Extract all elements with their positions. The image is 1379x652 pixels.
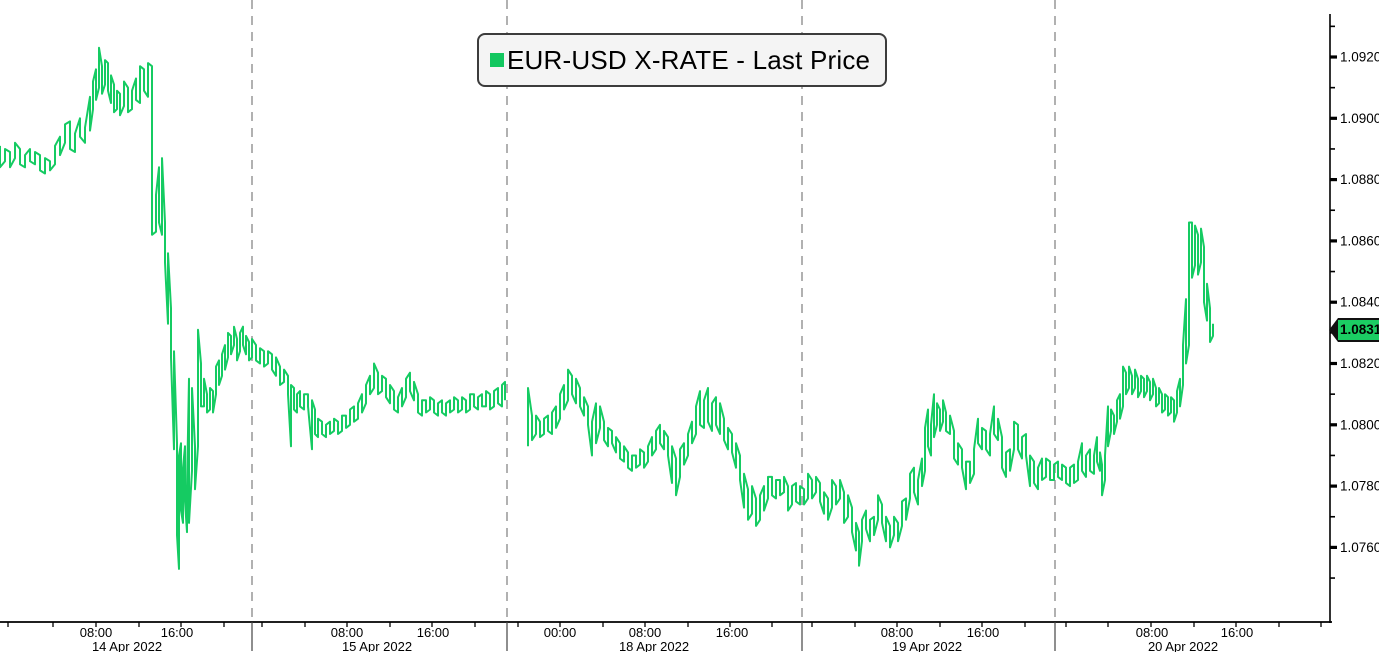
badge-arrow-icon xyxy=(1329,317,1338,342)
y-axis-label: 1.0880 xyxy=(1340,172,1379,187)
series-swatch-icon xyxy=(490,53,504,67)
x-time-label: 16:00 xyxy=(716,625,749,640)
x-time-label: 08:00 xyxy=(80,625,113,640)
legend-box[interactable]: EUR-USD X-RATE - Last Price xyxy=(477,33,888,87)
y-axis-label: 1.0860 xyxy=(1340,233,1379,248)
y-axis-label: 1.0840 xyxy=(1340,295,1379,310)
legend-label: EUR-USD X-RATE - Last Price xyxy=(507,44,871,75)
y-axis-label: 1.0780 xyxy=(1340,479,1379,494)
y-axis-label: 1.0820 xyxy=(1340,356,1379,371)
y-axis-label: 1.0900 xyxy=(1340,111,1379,126)
x-time-label: 00:00 xyxy=(544,625,577,640)
x-time-label: 08:00 xyxy=(629,625,662,640)
x-date-label: 19 Apr 2022 xyxy=(892,639,962,652)
y-axis-label: 1.0920 xyxy=(1340,50,1379,65)
price-line xyxy=(0,46,1214,570)
x-time-label: 08:00 xyxy=(331,625,364,640)
x-time-label: 16:00 xyxy=(417,625,450,640)
y-axis-label: 1.0760 xyxy=(1340,540,1379,555)
x-time-label: 08:00 xyxy=(1136,625,1169,640)
last-price-value: 1.0831 xyxy=(1338,317,1379,342)
last-price-badge: 1.0831 xyxy=(1329,317,1379,342)
x-date-label: 14 Apr 2022 xyxy=(92,639,162,652)
y-axis-label: 1.0800 xyxy=(1340,417,1379,432)
x-date-label: 15 Apr 2022 xyxy=(342,639,412,652)
x-date-label: 20 Apr 2022 xyxy=(1148,639,1218,652)
x-time-label: 16:00 xyxy=(161,625,194,640)
x-date-label: 18 Apr 2022 xyxy=(619,639,689,652)
x-time-label: 16:00 xyxy=(1221,625,1254,640)
x-time-label: 08:00 xyxy=(881,625,914,640)
x-time-label: 16:00 xyxy=(967,625,1000,640)
